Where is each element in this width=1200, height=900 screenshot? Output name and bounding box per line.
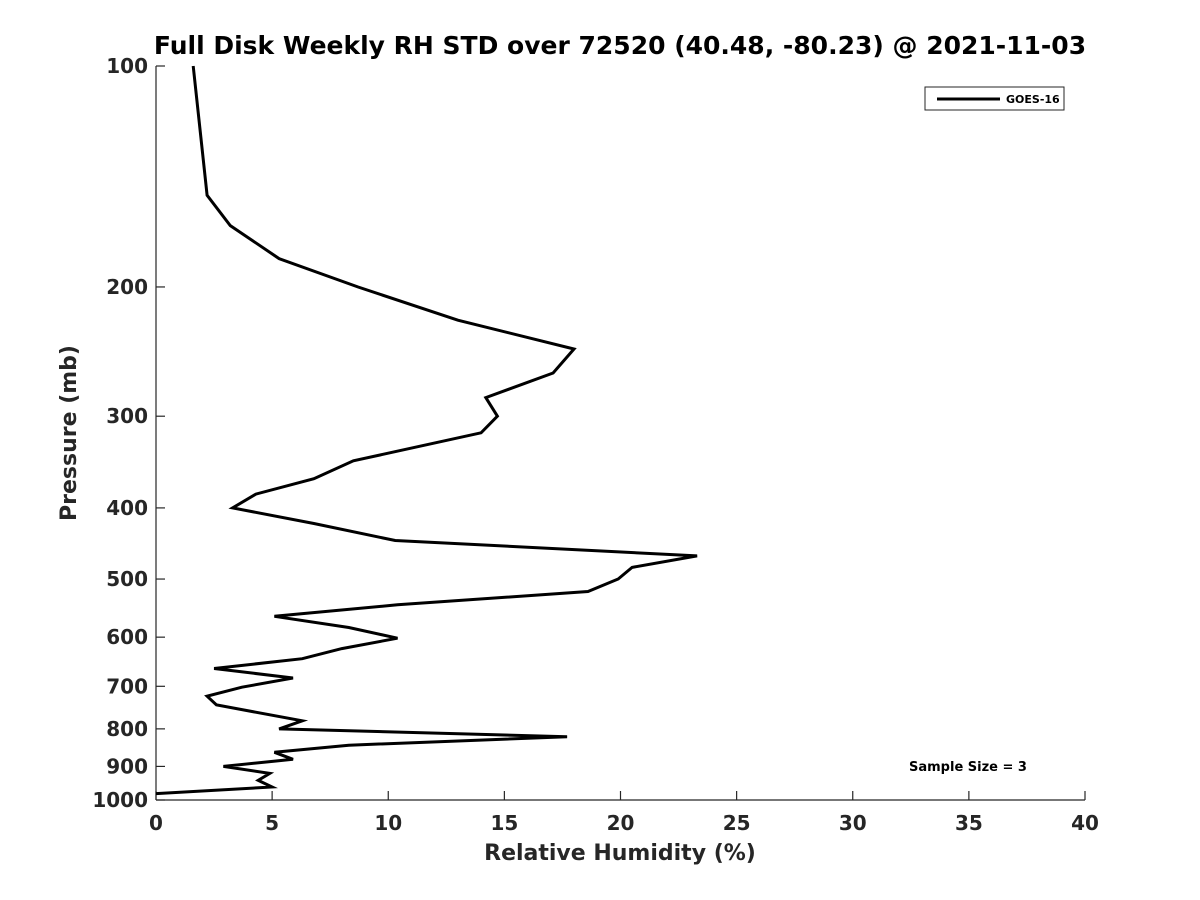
y-tick-label: 900 <box>106 754 148 778</box>
y-tick-label: 1000 <box>92 788 148 812</box>
y-tick-label: 400 <box>106 496 148 520</box>
series-points <box>155 65 698 794</box>
x-tick-label: 0 <box>149 811 163 835</box>
y-tick-label: 700 <box>106 674 148 698</box>
y-axis-label: Pressure (mb) <box>57 345 82 521</box>
legend: GOES-16 <box>924 86 1065 111</box>
x-tick-label: 10 <box>374 811 402 835</box>
y-tick-label: 100 <box>106 54 148 78</box>
x-tick-label: 5 <box>265 811 279 835</box>
x-axis-label: Relative Humidity (%) <box>484 841 756 866</box>
series-line-goes-16 <box>155 65 698 796</box>
x-axis-ticks: 0 5 10 15 20 25 30 35 40 <box>149 791 1099 835</box>
y-tick-label: 200 <box>106 275 148 299</box>
y-tick-label: 600 <box>106 625 148 649</box>
x-tick-label: 20 <box>607 811 635 835</box>
x-tick-label: 30 <box>839 811 867 835</box>
y-tick-label: 500 <box>106 567 148 591</box>
x-tick-label: 25 <box>723 811 751 835</box>
sample-size-annotation: Sample Size = 3 <box>909 760 1027 775</box>
x-tick-label: 15 <box>490 811 518 835</box>
legend-entry-goes-16: GOES-16 <box>1006 93 1060 106</box>
x-tick-label: 40 <box>1071 811 1099 835</box>
y-tick-label: 800 <box>106 717 148 741</box>
y-tick-label: 300 <box>106 404 148 428</box>
chart-title: Full Disk Weekly RH STD over 72520 (40.4… <box>154 31 1086 60</box>
y-axis-ticks: 100 200 300 400 500 600 700 800 900 1000 <box>92 54 165 812</box>
x-tick-label: 35 <box>955 811 983 835</box>
